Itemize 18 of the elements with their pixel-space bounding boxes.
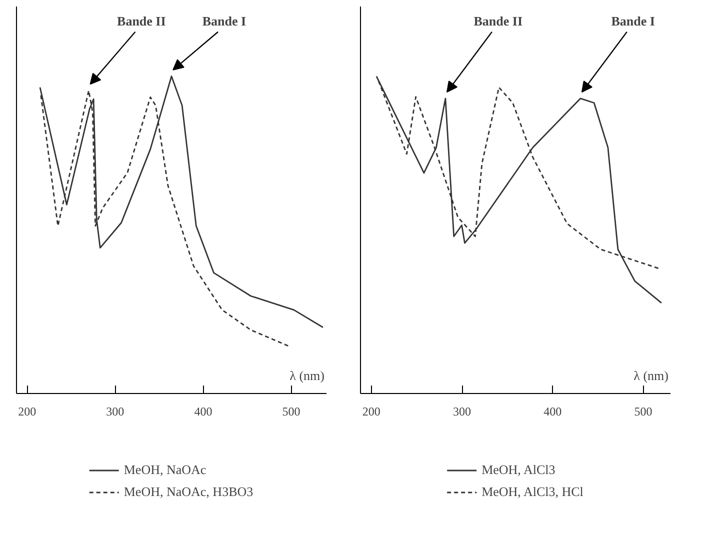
legend-label: MeOH, NaOAc (124, 462, 206, 478)
x-axis-title: λ (nm) (634, 368, 669, 383)
legend-label: MeOH, NaOAc, H3BO3 (124, 484, 254, 500)
x-tick-label: 300 (106, 404, 124, 418)
x-tick-label: 400 (544, 404, 562, 418)
annotation: Bande II (474, 14, 523, 29)
annotation: Bande I (202, 14, 246, 29)
annotation: Bande II (117, 14, 166, 29)
annotation: Bande I (611, 14, 655, 29)
x-tick-label: 200 (18, 404, 36, 418)
legend-label: MeOH, AlCl3 (482, 462, 556, 478)
x-tick-label: 200 (362, 404, 380, 418)
x-tick-label: 300 (453, 404, 472, 418)
x-axis-title: λ (nm) (290, 368, 325, 383)
legend-label: MeOH, AlCl3, HCl (482, 484, 584, 500)
x-tick-label: 400 (194, 404, 212, 418)
x-tick-label: 500 (282, 404, 300, 418)
x-tick-label: 500 (634, 404, 652, 418)
